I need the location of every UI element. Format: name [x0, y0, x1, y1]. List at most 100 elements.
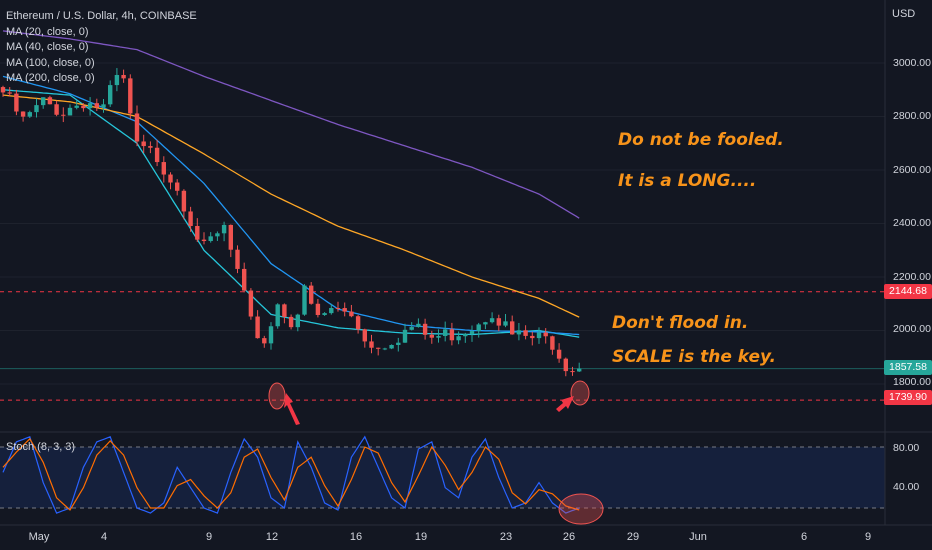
support-price-tag: 1739.90: [884, 390, 932, 405]
x-tick: 16: [349, 531, 363, 543]
candle-body: [201, 239, 207, 242]
arrow-left: [284, 393, 300, 425]
y-tick: 2400.00: [893, 217, 931, 229]
candle-body: [114, 74, 120, 86]
y-tick: 1800.00: [893, 376, 931, 388]
candle-body: [248, 290, 254, 317]
candle-body: [577, 368, 582, 372]
candle-body: [536, 332, 542, 339]
candle-body: [335, 308, 341, 310]
candle-body: [282, 304, 287, 317]
annotation-1: Do not be fooled.: [618, 130, 784, 150]
candle-body: [355, 316, 361, 330]
candle-body: [74, 105, 79, 108]
candle-body: [0, 87, 6, 93]
annotation-3: Don't flood in.: [612, 313, 749, 333]
legend-ma20: MA (20, close, 0): [6, 25, 89, 38]
ma-line: [2, 75, 580, 336]
candle-body: [262, 338, 267, 344]
y-tick: 2800.00: [893, 110, 931, 122]
legend: Ethereum / U.S. Dollar, 4h, COINBASE MA …: [6, 9, 197, 87]
candle-body: [429, 334, 434, 338]
candle-body: [376, 347, 381, 349]
candle-body: [456, 336, 461, 341]
candle-body: [369, 341, 374, 348]
legend-ma100: MA (100, close, 0): [6, 56, 95, 69]
candle-body: [396, 342, 401, 345]
candle-body: [54, 104, 59, 115]
stoch-line: [2, 437, 580, 511]
candle-body: [168, 174, 173, 183]
chart-title: Ethereum / U.S. Dollar, 4h, COINBASE: [6, 10, 197, 22]
candle-body: [496, 318, 501, 326]
candle-body: [570, 371, 575, 373]
candle-body: [94, 103, 99, 108]
candle-body: [516, 330, 522, 335]
candle-body: [436, 336, 441, 338]
candle-body: [309, 285, 314, 304]
candle-body: [148, 146, 153, 148]
candle-body: [275, 304, 280, 327]
candle-body: [469, 331, 475, 335]
last-price-tag: 1857.58: [884, 360, 932, 375]
candle-body: [181, 190, 187, 212]
candle-body: [416, 323, 421, 328]
stoch-line: [2, 435, 580, 514]
candle-body: [242, 268, 247, 291]
candle-body: [443, 329, 448, 337]
stochastic-lines: [2, 435, 580, 514]
candle-body: [221, 224, 227, 234]
stoch-y-tick: 40.00: [893, 481, 920, 493]
candle-body: [449, 329, 455, 341]
candle-body: [141, 141, 146, 147]
y-tick: 2600.00: [893, 164, 931, 176]
candle-body: [476, 324, 481, 332]
candle-body: [302, 285, 307, 315]
stoch-legend: Stoch (8, 3, 3): [6, 441, 76, 453]
candle-body: [154, 147, 160, 163]
candle-body: [108, 85, 113, 105]
currency-label: USD: [892, 8, 916, 20]
x-tick: 9: [864, 531, 872, 543]
x-tick: 12: [265, 531, 279, 543]
candle-body: [235, 249, 240, 269]
resistance-price-tag: 2144.68: [884, 284, 932, 299]
candle-body: [161, 162, 166, 175]
candle-body: [523, 330, 528, 336]
candle-body: [47, 97, 53, 105]
stoch-y-tick: 80.00: [893, 442, 920, 454]
candle-body: [295, 314, 300, 328]
candle-body: [563, 358, 568, 372]
x-tick: 6: [800, 531, 808, 543]
candle-body: [134, 113, 140, 142]
candle-body: [34, 105, 39, 113]
annotation-4: SCALE is the key.: [612, 347, 776, 367]
candle-body: [228, 224, 233, 250]
candle-body: [409, 327, 414, 330]
candle-body: [128, 78, 133, 114]
x-tick: 23: [499, 531, 513, 543]
candle-body: [362, 329, 367, 342]
x-tick: 26: [562, 531, 576, 543]
candle-body: [208, 236, 213, 242]
legend-ma200: MA (200, close, 0): [6, 72, 95, 84]
candle-body: [188, 211, 193, 226]
candle-body: [268, 326, 274, 344]
candle-body: [121, 74, 126, 79]
candle-body: [20, 111, 26, 117]
candle-body: [67, 107, 73, 116]
x-tick: 29: [626, 531, 640, 543]
x-tick: May: [28, 531, 50, 543]
x-tick: 19: [414, 531, 428, 543]
candle-body: [503, 321, 508, 326]
candle-body: [422, 323, 428, 335]
candle-body: [101, 104, 106, 108]
candle-body: [543, 332, 548, 337]
candle-body: [463, 334, 468, 337]
y-tick: 3000.00: [893, 57, 931, 69]
candle-body: [27, 112, 32, 117]
candle-body: [195, 225, 200, 240]
y-tick: 2000.00: [893, 323, 931, 335]
candle-body: [61, 114, 66, 116]
